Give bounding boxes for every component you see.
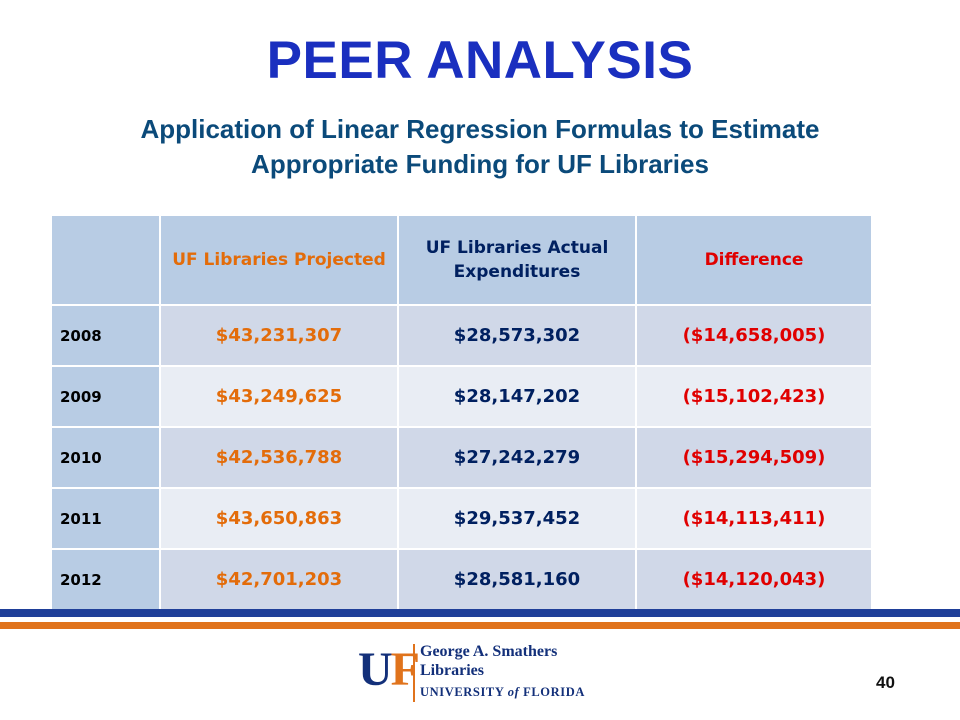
difference-cell: ($15,102,423) [636, 366, 873, 428]
projected-cell: $43,231,307 [160, 305, 399, 367]
actual-cell: $28,147,202 [398, 366, 637, 428]
table-row: 2012 $42,701,203 $28,581,160 ($14,120,04… [52, 549, 873, 611]
year-cell: 2011 [52, 488, 161, 550]
year-cell: 2010 [52, 427, 161, 489]
peer-analysis-table: UF Libraries Projected UF Libraries Actu… [52, 216, 873, 611]
projected-cell: $43,249,625 [160, 366, 399, 428]
table-row: 2008 $43,231,307 $28,573,302 ($14,658,00… [52, 305, 873, 367]
difference-cell: ($14,658,005) [636, 305, 873, 367]
projected-cell: $42,701,203 [160, 549, 399, 611]
table-row: 2011 $43,650,863 $29,537,452 ($14,113,41… [52, 488, 873, 550]
logo-line-libraries: Libraries [420, 662, 484, 679]
logo-line-smathers: George A. Smathers [420, 643, 558, 660]
projected-cell: $42,536,788 [160, 427, 399, 489]
footer-rule-orange [0, 622, 960, 629]
logo-line-university: UNIVERSITY of FLORIDA [420, 685, 585, 699]
difference-cell: ($14,120,043) [636, 549, 873, 611]
uf-monogram: UF [358, 643, 420, 696]
actual-cell: $29,537,452 [398, 488, 637, 550]
header-difference: Difference [636, 216, 873, 306]
year-cell: 2009 [52, 366, 161, 428]
year-cell: 2008 [52, 305, 161, 367]
difference-cell: ($15,294,509) [636, 427, 873, 489]
logo-divider [413, 644, 415, 702]
header-actual-expenditures: UF Libraries Actual Expenditures [398, 216, 637, 306]
footer-rule-blue [0, 609, 960, 617]
difference-cell: ($14,113,411) [636, 488, 873, 550]
actual-cell: $28,573,302 [398, 305, 637, 367]
projected-cell: $43,650,863 [160, 488, 399, 550]
header-blank-cell [52, 216, 161, 306]
actual-cell: $27,242,279 [398, 427, 637, 489]
page-number: 40 [876, 673, 895, 692]
slide-subtitle: Application of Linear Regression Formula… [140, 114, 820, 179]
uf-libraries-logo: UF George A. Smathers Libraries UNIVERSI… [358, 640, 608, 710]
table-header-row: UF Libraries Projected UF Libraries Actu… [52, 216, 873, 306]
header-projected: UF Libraries Projected [160, 216, 399, 306]
actual-cell: $28,581,160 [398, 549, 637, 611]
slide-title: PEER ANALYSIS [266, 31, 694, 90]
table-row: 2009 $43,249,625 $28,147,202 ($15,102,42… [52, 366, 873, 428]
year-cell: 2012 [52, 549, 161, 611]
table-row: 2010 $42,536,788 $27,242,279 ($15,294,50… [52, 427, 873, 489]
